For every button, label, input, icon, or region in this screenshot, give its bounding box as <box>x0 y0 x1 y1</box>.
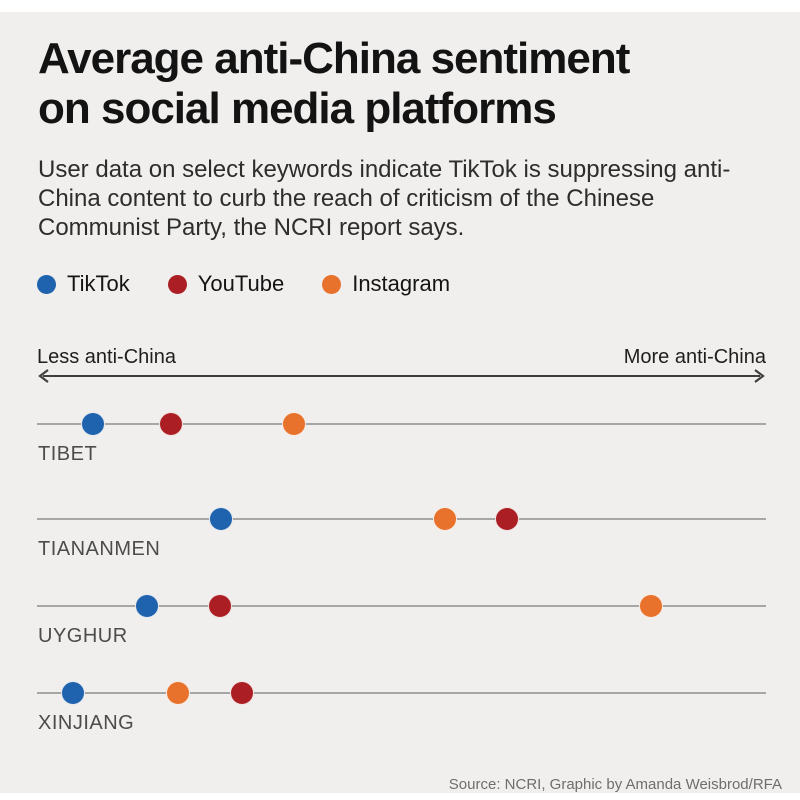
category-row-tiananmen: TIANANMEN <box>37 507 766 560</box>
category-row-xinjiang: XINJIANG <box>37 681 766 734</box>
dot-tiktok-xinjiang <box>60 681 85 705</box>
category-label-tiananmen: TIANANMEN <box>38 538 161 560</box>
row-axis-line <box>37 605 766 607</box>
double-arrow-icon <box>38 369 765 383</box>
category-label-uyghur: UYGHUR <box>38 625 128 647</box>
axis-label-less: Less anti-China <box>37 346 176 368</box>
chart-title: Average anti-China sentiment on social m… <box>38 34 758 134</box>
legend-item-tiktok: TikTok <box>37 271 130 297</box>
instagram-legend-dot-icon <box>322 274 342 294</box>
dot-youtube-xinjiang <box>229 681 254 705</box>
dot-instagram-tiananmen <box>433 507 458 531</box>
category-row-tibet: TIBET <box>37 412 766 465</box>
row-axis-line <box>37 692 766 694</box>
chart-title-line1: Average anti-China sentiment <box>38 34 630 83</box>
category-row-uyghur: UYGHUR <box>37 594 766 647</box>
source-credit: Source: NCRI, Graphic by Amanda Weisbrod… <box>448 776 782 793</box>
chart-title-line2: on social media platforms <box>38 84 557 133</box>
chart-subtitle: User data on select keywords indicate Ti… <box>38 156 731 241</box>
dot-instagram-tibet <box>281 412 306 436</box>
axis-label-more: More anti-China <box>623 346 766 368</box>
youtube-legend-dot-icon <box>167 274 187 294</box>
tiktok-legend-dot-icon <box>37 274 56 294</box>
dot-tiktok-tiananmen <box>208 507 233 531</box>
dot-tiktok-tibet <box>81 412 106 436</box>
legend-label-youtube: YouTube <box>197 271 285 296</box>
dot-instagram-xinjiang <box>165 681 190 705</box>
legend-item-instagram: Instagram <box>322 271 450 297</box>
dot-youtube-tiananmen <box>495 507 520 531</box>
dot-youtube-tibet <box>159 412 184 436</box>
dot-tiktok-uyghur <box>135 594 160 618</box>
axis-labels: Less anti-China More anti-China <box>37 346 766 369</box>
dot-instagram-uyghur <box>638 594 663 618</box>
chart-card <box>0 12 800 793</box>
category-label-xinjiang: XINJIANG <box>38 712 135 734</box>
row-axis-line <box>37 518 766 520</box>
legend-label-tiktok: TikTok <box>67 271 130 296</box>
category-label-tibet: TIBET <box>38 443 98 465</box>
dot-youtube-uyghur <box>207 594 232 618</box>
legend-label-instagram: Instagram <box>352 271 451 296</box>
row-axis-line <box>37 423 766 425</box>
legend-item-youtube: YouTube <box>167 271 285 297</box>
legend: TikTok YouTube Instagram <box>37 271 450 297</box>
